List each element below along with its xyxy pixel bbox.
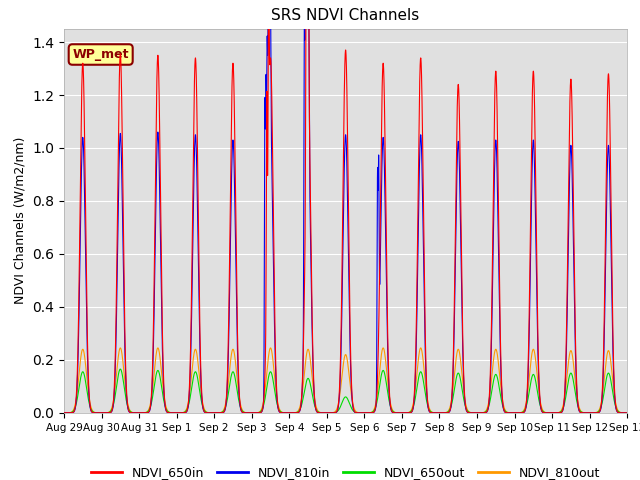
Legend: NDVI_650in, NDVI_810in, NDVI_650out, NDVI_810out: NDVI_650in, NDVI_810in, NDVI_650out, NDV… [86, 461, 605, 480]
NDVI_650in [621, 410, 629, 416]
NDVI_650out [60, 410, 68, 416]
NDVI_810out [424, 396, 431, 402]
NDVI_810out [116, 345, 124, 351]
NDVI_650out [271, 389, 278, 395]
NDVI_810out [175, 410, 182, 416]
Line: NDVI_810out: NDVI_810out [64, 348, 627, 413]
NDVI_810in [504, 410, 511, 416]
NDVI_650in [175, 410, 182, 416]
Line: NDVI_650in: NDVI_650in [64, 0, 627, 413]
NDVI_650in [180, 410, 188, 416]
Line: NDVI_810in: NDVI_810in [64, 0, 627, 413]
NDVI_810out [60, 410, 68, 416]
NDVI_650in [424, 396, 431, 402]
NDVI_810out [623, 410, 631, 416]
NDVI_650in [623, 410, 631, 416]
NDVI_810out [621, 410, 629, 416]
NDVI_810in [621, 410, 629, 416]
NDVI_650out [180, 409, 188, 415]
NDVI_810in [180, 410, 188, 416]
NDVI_650out [116, 366, 124, 372]
NDVI_810in [424, 399, 431, 405]
NDVI_650in [60, 410, 68, 416]
NDVI_810in [623, 410, 631, 416]
NDVI_650in [271, 316, 278, 322]
NDVI_650out [621, 410, 629, 416]
NDVI_810in [60, 410, 68, 416]
Line: NDVI_650out: NDVI_650out [64, 369, 627, 413]
NDVI_810in [271, 336, 278, 342]
NDVI_650out [175, 410, 182, 416]
NDVI_810in [175, 410, 182, 416]
NDVI_650out [504, 409, 511, 415]
NDVI_650out [424, 401, 431, 407]
Title: SRS NDVI Channels: SRS NDVI Channels [271, 9, 420, 24]
NDVI_810out [504, 409, 511, 415]
NDVI_810out [271, 377, 278, 383]
NDVI_810out [180, 409, 188, 415]
Y-axis label: NDVI Channels (W/m2/nm): NDVI Channels (W/m2/nm) [13, 137, 27, 304]
Text: WP_met: WP_met [72, 48, 129, 61]
NDVI_650in [504, 410, 511, 416]
NDVI_650out [623, 410, 631, 416]
